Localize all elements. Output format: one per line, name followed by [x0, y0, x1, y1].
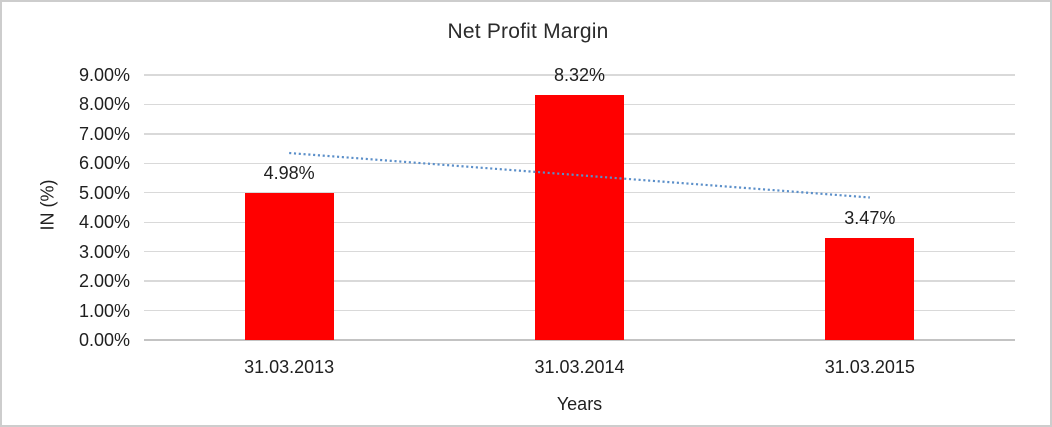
x-axis-line: [144, 339, 1015, 341]
y-tick-label: 1.00%: [78, 300, 130, 321]
bar: [244, 193, 334, 340]
y-tick-label: 9.00%: [78, 65, 130, 85]
x-tick-label: 31.03.2015: [824, 357, 915, 377]
y-tick-label: 3.00%: [78, 241, 130, 262]
y-tick-label: 5.00%: [78, 182, 130, 203]
bar-value-label: 4.98%: [263, 163, 315, 184]
y-tick-label: 2.00%: [78, 271, 130, 292]
x-axis-title: Years: [556, 394, 603, 414]
x-tick-label: 31.03.2013: [244, 357, 335, 377]
y-tick-label: 6.00%: [78, 153, 130, 174]
bar: [825, 237, 915, 340]
gridline: [144, 74, 1015, 76]
y-tick-label: 8.00%: [78, 94, 130, 115]
y-tick-label: 4.00%: [78, 212, 130, 233]
chart-title: Net Profit Margin: [447, 20, 609, 43]
x-tick-label: 31.03.2014: [534, 357, 625, 377]
bar-value-label: 8.32%: [553, 65, 606, 86]
y-tick-label: 0.00%: [78, 330, 130, 350]
y-tick-label: 7.00%: [78, 123, 130, 144]
plot-area: 4.98% 8.32% 3.47%: [144, 65, 1015, 341]
bar: [535, 95, 624, 340]
bar-value-label: 3.47%: [844, 207, 896, 228]
